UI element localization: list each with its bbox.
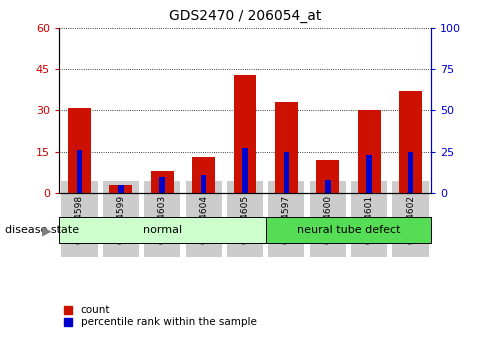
Bar bbox=[358, 110, 381, 193]
Text: neural tube defect: neural tube defect bbox=[296, 225, 400, 235]
Bar bbox=[284, 152, 289, 193]
Bar bbox=[59, 217, 266, 243]
Bar bbox=[201, 175, 206, 193]
Text: ▶: ▶ bbox=[42, 224, 51, 237]
Text: disease state: disease state bbox=[5, 226, 79, 235]
Bar bbox=[367, 155, 372, 193]
Bar bbox=[399, 91, 422, 193]
Bar bbox=[242, 148, 248, 193]
Bar bbox=[76, 150, 82, 193]
Bar bbox=[317, 160, 339, 193]
Bar bbox=[109, 185, 132, 193]
Bar bbox=[151, 171, 173, 193]
Text: GDS2470 / 206054_at: GDS2470 / 206054_at bbox=[169, 9, 321, 23]
Bar bbox=[159, 177, 165, 193]
Bar bbox=[234, 75, 256, 193]
Bar bbox=[68, 108, 91, 193]
Text: normal: normal bbox=[143, 225, 182, 235]
Bar bbox=[118, 185, 123, 193]
Bar bbox=[275, 102, 298, 193]
Bar bbox=[266, 217, 431, 243]
Bar bbox=[325, 180, 331, 193]
Bar bbox=[408, 152, 414, 193]
Legend: count, percentile rank within the sample: count, percentile rank within the sample bbox=[64, 305, 257, 327]
Bar bbox=[192, 157, 215, 193]
